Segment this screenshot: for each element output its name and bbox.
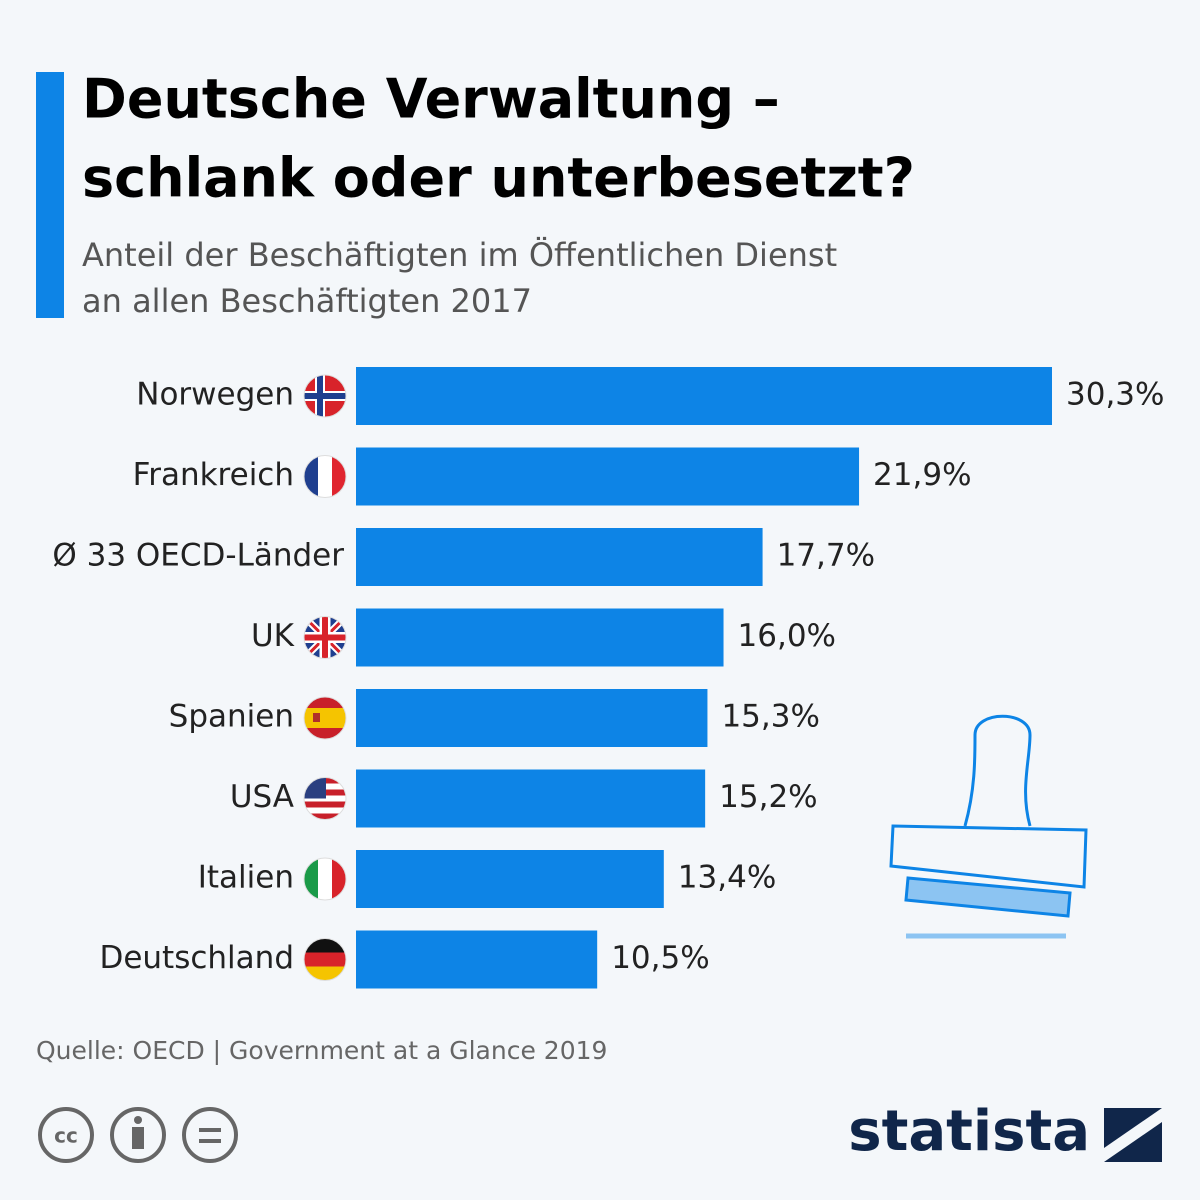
flag-clip [304,938,346,981]
bar [356,608,724,667]
value-label: 30,3% [1066,377,1164,413]
flag-clip [304,455,346,498]
flag-icon [303,696,347,740]
flag-part [332,455,346,498]
flag-ring [303,455,347,498]
category-label: Deutschland [99,940,294,976]
flag-part [304,801,346,808]
brand-logo: statista [848,1099,1090,1164]
flag-ring [303,696,347,740]
category-label: Frankreich [133,457,294,493]
category-label: Spanien [169,699,294,735]
bar [356,689,708,747]
flag-part [313,713,320,722]
category-label: Ø 33 OECD-Länder [52,538,344,574]
bar [356,528,763,586]
flag-part [304,938,346,953]
flag-clip [304,697,346,739]
flag-part [304,952,346,967]
value-label: 17,7% [777,538,875,574]
license-icons: cc [38,1107,238,1163]
source: Quelle: OECD | Government at a Glance 20… [36,1036,607,1065]
flag-part [304,966,346,981]
chart-title: Deutsche Verwaltung – [82,68,780,131]
flag-part [304,455,318,498]
value-label: 21,9% [873,457,971,493]
flag-part [304,616,346,659]
flag-part [318,858,332,900]
flag-part [304,708,346,728]
flag-ring [303,777,347,820]
category-label: Norwegen [136,377,294,413]
value-label: 15,2% [719,779,817,815]
flag-part [304,813,346,820]
flag-part [304,858,318,900]
value-label: 10,5% [611,940,709,976]
bar [356,850,664,908]
bar [356,447,860,506]
chart-title: schlank oder unterbesetzt? [82,147,915,210]
flag-ring [303,616,347,659]
flag-clip [304,375,346,417]
category-label: Italien [198,860,294,896]
chart-subtitle: an allen Beschäftigten 2017 [82,282,532,320]
stamp-icon [889,714,1088,939]
flag-ring [303,857,347,901]
category-label: UK [251,618,295,654]
flag-ring [303,938,347,981]
flag-icon [303,777,347,820]
value-label: 13,4% [678,860,776,896]
flag-clip [304,858,346,900]
chart-subtitle: Anteil der Beschäftigten im Öffentlichen… [82,236,837,274]
flag-icon [303,616,347,659]
flag-part [304,807,346,814]
flag-part [318,455,332,498]
bar [356,367,1052,425]
svg-text:cc: cc [54,1124,78,1148]
brand-mark [1104,1108,1162,1162]
value-label: 15,3% [721,699,819,735]
flag-icon [303,938,347,981]
bar [356,769,706,828]
flag-clip [304,616,346,659]
flag-ring [303,374,347,418]
bar [356,930,598,989]
category-label: USA [230,779,294,815]
flag-part [304,393,346,399]
accent-bar [36,72,64,318]
flag-part [332,858,346,900]
value-label: 16,0% [738,618,836,654]
flag-icon [303,455,347,498]
flag-icon [303,857,347,901]
flag-icon [303,374,347,418]
